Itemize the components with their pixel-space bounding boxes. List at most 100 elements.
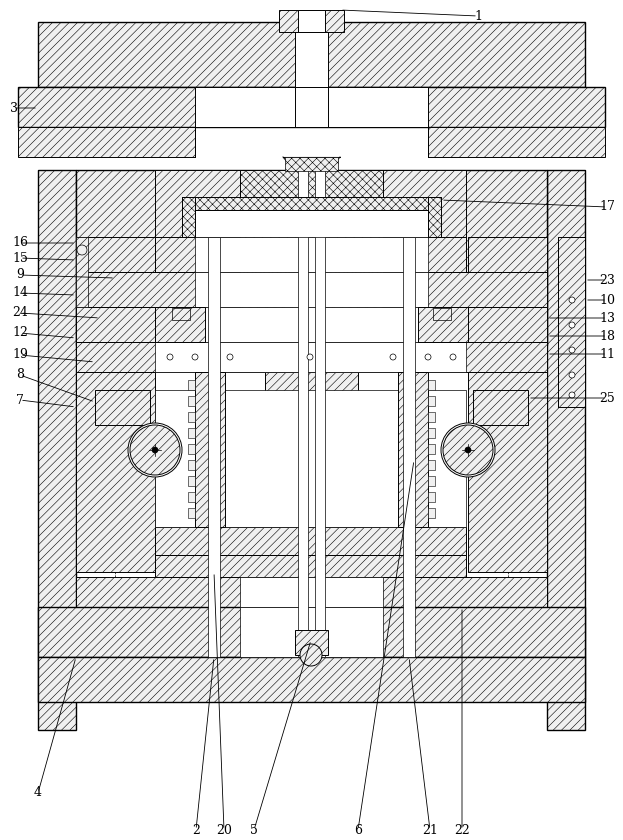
Circle shape xyxy=(300,644,322,666)
Circle shape xyxy=(443,425,493,475)
Bar xyxy=(195,237,428,272)
Bar xyxy=(195,87,428,127)
Bar xyxy=(240,607,383,657)
Bar xyxy=(428,444,435,454)
Bar xyxy=(38,22,585,87)
Bar xyxy=(76,342,547,372)
Bar xyxy=(155,307,205,342)
Text: 11: 11 xyxy=(599,348,615,360)
Text: 2: 2 xyxy=(192,823,200,837)
Bar xyxy=(38,607,585,657)
Circle shape xyxy=(569,372,575,378)
Bar xyxy=(295,87,328,127)
Bar xyxy=(315,170,325,657)
Bar xyxy=(18,87,605,127)
Bar xyxy=(558,237,585,407)
Bar xyxy=(76,372,155,572)
Bar xyxy=(188,428,195,438)
Bar xyxy=(428,476,435,486)
Bar xyxy=(240,577,383,607)
Bar xyxy=(76,577,547,607)
Bar xyxy=(428,127,605,157)
Bar xyxy=(428,396,435,406)
Bar xyxy=(18,127,195,157)
Text: 10: 10 xyxy=(599,293,615,307)
Text: 22: 22 xyxy=(454,823,470,837)
Bar xyxy=(418,307,468,342)
Text: 24: 24 xyxy=(12,307,28,319)
Circle shape xyxy=(77,245,87,255)
Bar xyxy=(428,492,435,502)
Bar xyxy=(195,372,225,527)
Bar xyxy=(38,657,585,702)
Circle shape xyxy=(152,447,158,453)
Bar xyxy=(172,308,190,320)
Bar xyxy=(428,460,435,470)
Text: 3: 3 xyxy=(10,102,18,114)
Bar xyxy=(188,492,195,502)
Text: 17: 17 xyxy=(599,201,615,213)
Bar xyxy=(155,555,466,577)
Bar xyxy=(265,372,358,572)
Circle shape xyxy=(130,425,180,475)
Text: 23: 23 xyxy=(599,274,615,286)
Bar xyxy=(38,170,76,730)
Bar xyxy=(182,197,195,237)
Bar xyxy=(195,272,428,307)
Text: 25: 25 xyxy=(599,391,615,405)
Bar xyxy=(182,197,441,210)
Bar xyxy=(547,170,585,730)
Bar xyxy=(195,210,428,237)
Bar xyxy=(76,237,155,272)
Bar xyxy=(155,342,466,372)
Bar xyxy=(433,308,451,320)
Bar xyxy=(240,170,383,325)
Bar xyxy=(428,380,435,390)
Bar xyxy=(188,380,195,390)
Text: 20: 20 xyxy=(216,823,232,837)
Text: 18: 18 xyxy=(599,329,615,343)
Circle shape xyxy=(192,354,198,360)
Text: 19: 19 xyxy=(12,349,28,361)
Bar xyxy=(398,372,428,527)
Bar xyxy=(188,396,195,406)
Bar xyxy=(188,460,195,470)
Circle shape xyxy=(569,392,575,398)
Text: 14: 14 xyxy=(12,286,28,300)
Polygon shape xyxy=(283,157,340,170)
Bar xyxy=(155,307,466,342)
Bar xyxy=(76,237,88,307)
Circle shape xyxy=(441,423,495,477)
Bar xyxy=(428,428,435,438)
Bar xyxy=(428,508,435,518)
Circle shape xyxy=(307,354,313,360)
Bar xyxy=(428,412,435,422)
Text: 12: 12 xyxy=(12,327,28,339)
Circle shape xyxy=(450,354,456,360)
Bar xyxy=(155,237,466,272)
Circle shape xyxy=(569,347,575,353)
Circle shape xyxy=(425,354,431,360)
Text: 6: 6 xyxy=(354,823,362,837)
Bar xyxy=(76,272,547,307)
Circle shape xyxy=(569,322,575,328)
Circle shape xyxy=(465,447,471,453)
Text: 8: 8 xyxy=(16,369,24,381)
Bar xyxy=(76,170,547,345)
Circle shape xyxy=(390,354,396,360)
Bar xyxy=(95,390,150,425)
Bar xyxy=(428,197,441,237)
Bar xyxy=(473,390,528,425)
Polygon shape xyxy=(283,157,340,170)
Bar xyxy=(155,170,466,325)
Bar xyxy=(188,412,195,422)
Text: 5: 5 xyxy=(250,823,258,837)
Text: 9: 9 xyxy=(16,269,24,281)
Text: 15: 15 xyxy=(12,251,28,265)
Text: 4: 4 xyxy=(34,786,42,800)
Bar xyxy=(403,237,415,657)
Bar xyxy=(208,237,220,657)
Circle shape xyxy=(569,297,575,303)
Bar xyxy=(188,476,195,486)
Text: 13: 13 xyxy=(599,312,615,324)
